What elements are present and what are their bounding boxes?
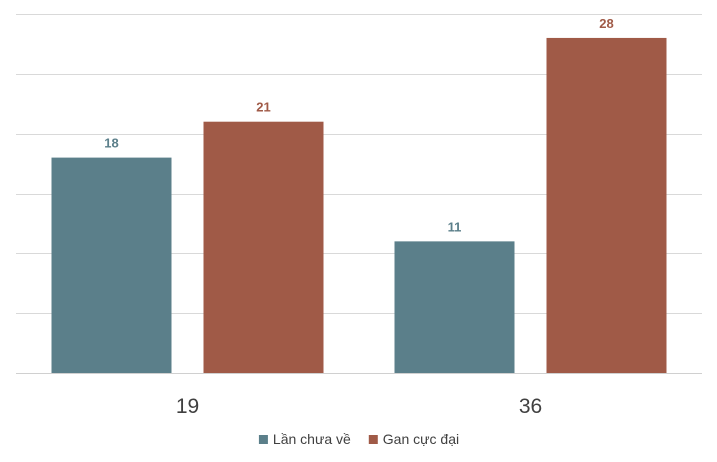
category-labels: 19 36 bbox=[176, 395, 542, 418]
legend: Lần chưa về Gan cực đại bbox=[258, 431, 459, 447]
legend-label: Gan cực đại bbox=[383, 431, 459, 447]
bar bbox=[203, 121, 324, 373]
data-label: 11 bbox=[448, 219, 462, 234]
data-label: 18 bbox=[104, 136, 118, 151]
data-label: 28 bbox=[599, 16, 613, 31]
data-label: 21 bbox=[256, 100, 270, 115]
bars bbox=[51, 37, 667, 373]
legend-label: Lần chưa về bbox=[273, 431, 351, 447]
bar bbox=[546, 37, 667, 373]
bar bbox=[394, 241, 515, 373]
legend-swatch bbox=[368, 435, 378, 444]
legend-swatch bbox=[258, 435, 268, 444]
bar bbox=[51, 157, 172, 373]
legend-item: Lần chưa về bbox=[258, 431, 351, 447]
legend-item: Gan cực đại bbox=[368, 431, 459, 447]
x-tick-label: 19 bbox=[176, 395, 199, 418]
data-labels: 18 21 11 28 bbox=[104, 16, 613, 234]
x-tick-label: 36 bbox=[519, 395, 542, 418]
